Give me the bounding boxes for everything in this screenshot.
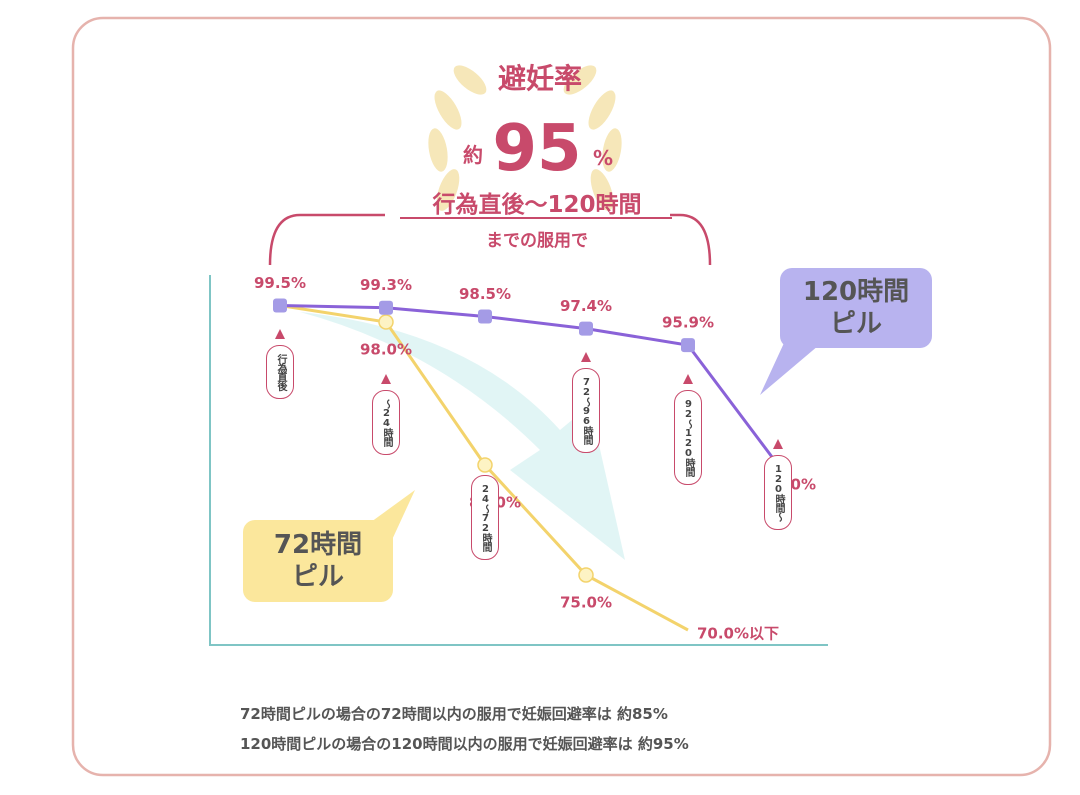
point: [478, 309, 492, 324]
value-label: 98.0%: [360, 341, 412, 359]
value-label: 95.9%: [662, 314, 714, 332]
x-tick-label: 〜24時間: [372, 390, 400, 455]
point: [477, 457, 493, 473]
headline-range: 行為直後〜120時間: [431, 191, 641, 218]
laurel: [428, 65, 622, 211]
note: 72時間ピルの場合の72時間以内の服用で妊娠回避率は 約85%: [240, 705, 668, 723]
trend-arrow: [300, 312, 625, 560]
point: [578, 567, 594, 583]
tick-marker: [275, 329, 285, 339]
point: [379, 300, 393, 315]
point: [579, 321, 593, 336]
headline-unit: %: [593, 146, 613, 170]
point: [378, 314, 394, 330]
value-label: 98.5%: [459, 285, 511, 303]
headline-title: 避妊率: [498, 62, 582, 95]
value-label: 70.0%以下: [697, 625, 779, 643]
headline-value: 95: [492, 112, 581, 186]
x-tick-label: 行為直後: [266, 345, 294, 399]
brace: [268, 213, 712, 266]
value-label: 75.0%: [560, 594, 612, 612]
x-tick-label: 72〜96時間: [572, 368, 600, 453]
value-label: 99.3%: [360, 276, 412, 294]
legend-entry: 120時間ピル: [780, 268, 932, 348]
note: 120時間ピルの場合の120時間以内の服用で妊娠回避率は 約95%: [240, 735, 689, 753]
series-line: [279, 304, 780, 466]
x-tick-label: 24〜72時間: [471, 475, 499, 560]
x-tick-label: 120時間〜: [764, 455, 792, 530]
headline-prefix: 約: [463, 143, 483, 167]
point: [681, 338, 695, 353]
legend-entry: 72時間ピル: [243, 520, 393, 602]
tick-marker: [381, 374, 391, 384]
point: [273, 298, 287, 313]
x-tick-label: 92〜120時間: [674, 390, 702, 485]
value-label: 99.5%: [254, 274, 306, 292]
tick-marker: [581, 352, 591, 362]
headline-suffix: までの服用で: [486, 231, 588, 251]
value-label: 97.4%: [560, 297, 612, 315]
tick-marker: [683, 374, 693, 384]
tick-marker: [773, 439, 783, 449]
